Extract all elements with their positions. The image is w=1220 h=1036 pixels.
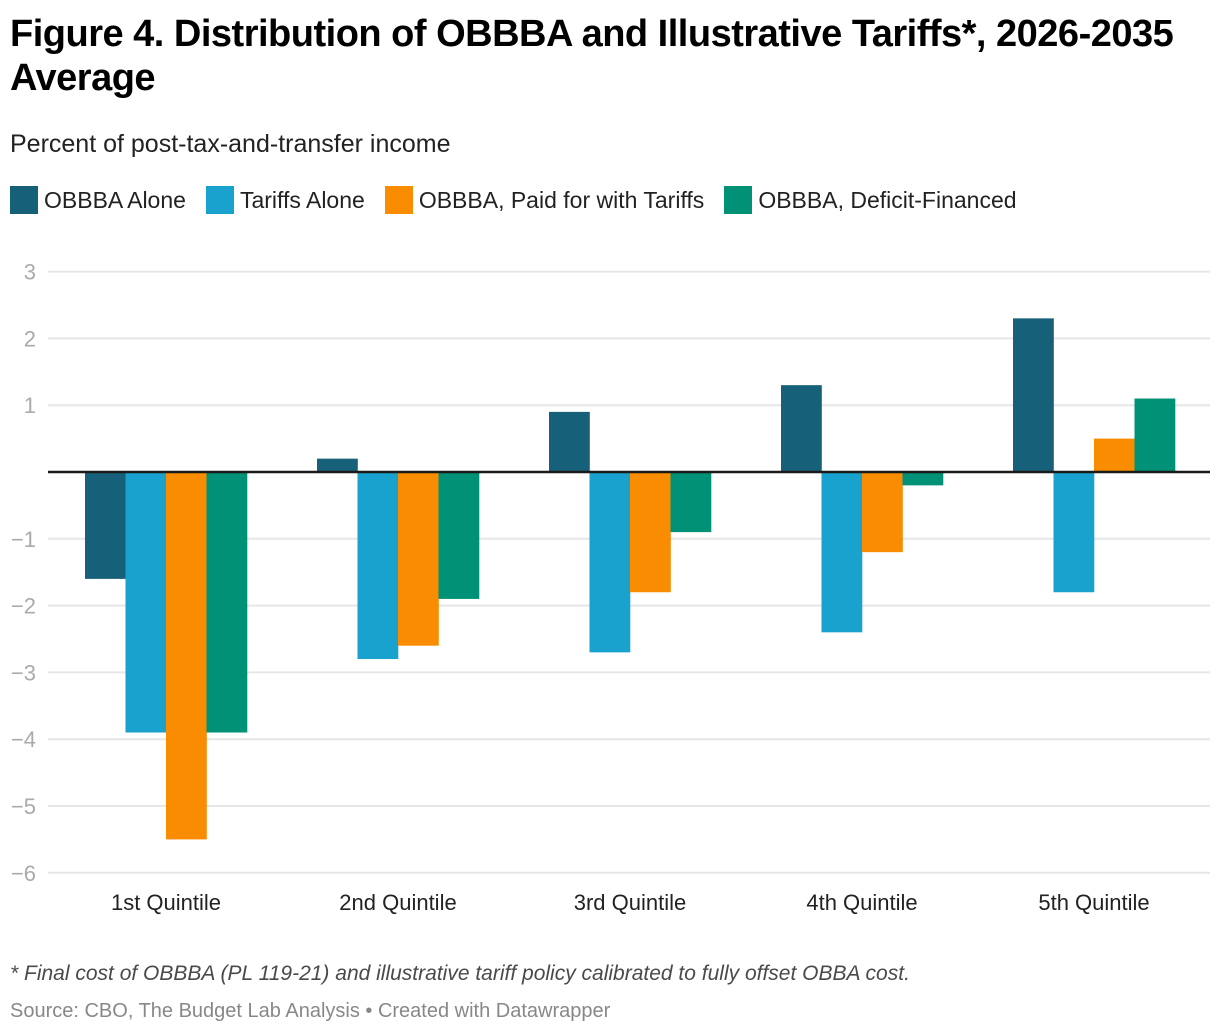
bar [85,472,126,579]
bar [630,472,671,593]
y-tick-label: 2 [24,326,36,351]
bar [317,458,358,472]
bar [166,472,207,840]
x-tick-label: 4th Quintile [806,890,917,915]
y-tick-label: −1 [11,527,36,552]
bar [902,472,944,486]
source-credit: Source: CBO, The Budget Lab Analysis • C… [10,1000,611,1022]
y-tick-label: −6 [11,861,36,886]
bar [862,472,903,553]
legend-label: OBBBA, Deficit-Financed [758,186,1017,213]
y-tick-label: −5 [11,794,36,819]
bar [781,385,822,472]
bar [206,472,248,733]
bar [438,472,480,599]
bar [549,411,590,472]
bar-chart: 3 2 1 −1 −2 −3 −4 −5 −6 1st Quintile 2nd Quintile… [11,260,1210,915]
bar [1053,472,1095,593]
bar [125,472,167,733]
y-tick-label: −2 [11,594,36,619]
y-tick-label: 1 [24,393,36,418]
y-tick-label: 3 [24,260,36,285]
bar [357,472,399,660]
legend-swatch [10,186,38,214]
x-tick-label: 2nd Quintile [339,890,456,915]
legend-item-obbba-paid-tariffs: OBBBA, Paid for with Tariffs [384,186,705,214]
x-tick-label: 5th Quintile [1038,890,1149,915]
x-axis-labels: 1st Quintile 2nd Quintile 3rd Quintile 4th … [111,890,1150,915]
x-tick-label: 1st Quintile [111,890,221,915]
bar [589,472,631,653]
legend-item-tariffs-alone: Tariffs Alone [205,186,365,214]
y-tick-label: −3 [11,660,36,685]
chart-title: Figure 4. Distribution of OBBBA and Illu… [10,13,1174,99]
legend-item-obbba-alone: OBBBA Alone [10,186,186,214]
y-axis-ticks: 3 2 1 −1 −2 −3 −4 −5 −6 [11,260,36,886]
chart-subtitle: Percent of post-tax-and-transfer income [10,130,451,158]
legend-label: OBBBA Alone [44,186,186,213]
y-tick-label: −4 [11,727,36,752]
bar [821,472,863,633]
legend-swatch [205,186,234,214]
legend-label: OBBBA, Paid for with Tariffs [418,186,705,213]
legend-label: Tariffs Alone [239,186,365,213]
bar [398,472,439,646]
legend: OBBBA Alone Tariffs Alone OBBBA, Paid fo… [10,186,1037,214]
bar [1094,438,1135,472]
legend-item-obbba-deficit-financed: OBBBA, Deficit-Financed [724,186,1017,214]
bar [670,472,712,533]
bar [1013,318,1054,472]
x-tick-label: 3rd Quintile [574,890,687,915]
legend-swatch [724,186,753,214]
legend-swatch [384,186,413,214]
bar [1134,398,1176,472]
footnote: * Final cost of OBBBA (PL 119-21) and il… [10,962,910,985]
bars [85,318,1176,840]
